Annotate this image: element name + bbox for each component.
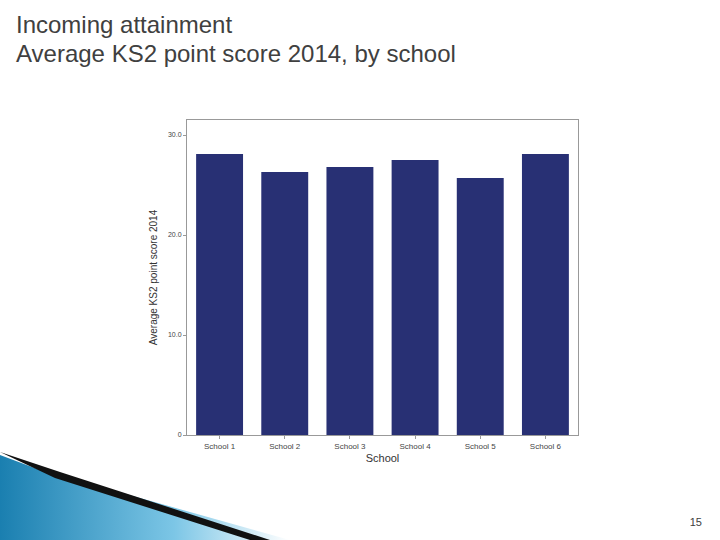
- html-text:15: 15: [689, 516, 702, 528]
- svg-text:School 4: School 4: [400, 442, 432, 451]
- svg-text:0: 0: [178, 431, 182, 438]
- html-text:Incoming attainment: Incoming attainment: [16, 11, 233, 38]
- svg-text:Average KS2 point score 2014: Average KS2 point score 2014: [148, 209, 159, 345]
- svg-text:School 1: School 1: [204, 442, 236, 451]
- svg-text:20.0: 20.0: [168, 231, 182, 238]
- svg-text:School 6: School 6: [530, 442, 562, 451]
- svg-text:School 2: School 2: [269, 442, 301, 451]
- svg-text:10.0: 10.0: [168, 331, 182, 338]
- html-text:Average KS2 point score 2014,: Average KS2 point score 2014, by school: [16, 40, 456, 67]
- svg-text:30.0: 30.0: [168, 131, 182, 138]
- svg-text:School: School: [366, 452, 400, 464]
- svg-text:School 5: School 5: [465, 442, 497, 451]
- svg-text:School 3: School 3: [334, 442, 366, 451]
